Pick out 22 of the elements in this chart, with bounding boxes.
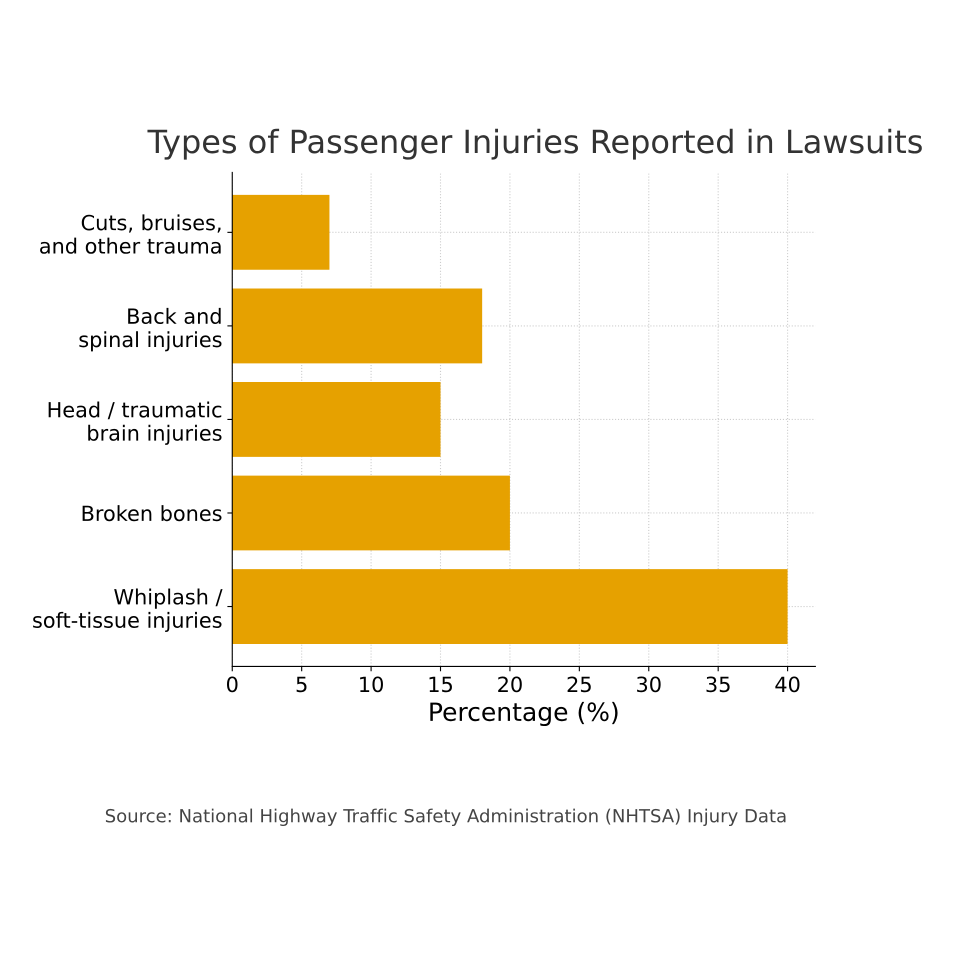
x-tick-label: 0 — [227, 676, 238, 692]
x-tick-label: 35 — [706, 676, 730, 692]
x-axis-title: Percentage (%) — [430, 702, 618, 726]
bar — [232, 288, 482, 364]
y-tick-label: Cuts, bruises, and other trauma — [40, 214, 221, 254]
bar — [232, 476, 510, 550]
chart-title: Types of Passenger Injuries Reported in Lawsuits — [147, 128, 922, 160]
source-note: Source: National Highway Traffic Safety Administration (NHTSA) Injury Data — [106, 808, 786, 826]
x-tick-label: 10 — [360, 676, 383, 692]
x-tick-label: 40 — [775, 676, 800, 692]
x-tick-label: 25 — [568, 676, 591, 692]
y-tick-label: Broken bones — [82, 505, 222, 522]
y-tick-label: Back and spinal injuries — [79, 308, 222, 352]
y-tick-label: Head / traumatic brain injuries — [48, 401, 222, 445]
y-tick-label: Whiplash / soft-tissue injuries — [33, 588, 223, 632]
bar — [232, 194, 330, 270]
x-tick-label: 20 — [498, 676, 522, 692]
bar — [232, 382, 441, 457]
bar — [232, 569, 788, 644]
x-tick-label: 30 — [637, 676, 661, 692]
x-tick-label: 15 — [430, 676, 452, 692]
x-tick-label: 5 — [296, 676, 306, 692]
